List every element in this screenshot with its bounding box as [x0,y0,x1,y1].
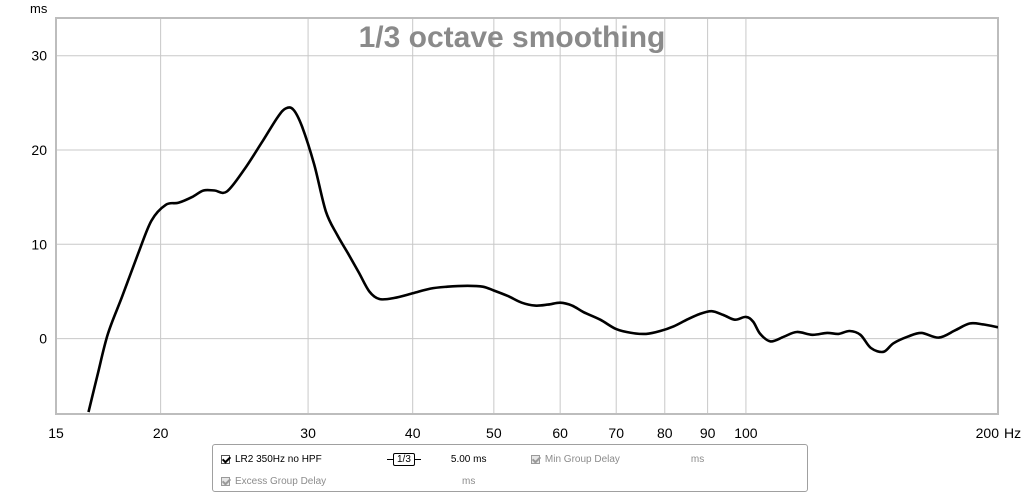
y-tick-label: 10 [31,236,47,252]
x-tick-label: 60 [552,425,568,441]
grid-lines [56,18,998,414]
min-group-delay-unit: ms [690,453,705,465]
legend-row-excess: Excess Group Delay ms [221,473,475,489]
delay-value: 5.00 ms [450,453,487,465]
x-tick-label: 20 [153,425,169,441]
x-tick-label: 80 [657,425,673,441]
y-axis-unit: ms [30,1,48,16]
y-tick-label: 0 [39,331,47,347]
excess-group-delay-checkbox[interactable] [221,476,230,486]
series-line [87,106,998,413]
series-label: LR2 350Hz no HPF [235,453,322,465]
plot-frame [55,17,999,415]
x-tick-label: 50 [486,425,502,441]
x-axis-ticks: 15 20 30 40 50 60 70 80 90 100 200 [48,425,999,441]
series-visibility-checkbox[interactable] [221,454,230,464]
x-axis-unit: Hz [1004,425,1021,441]
x-tick-label: 70 [608,425,624,441]
series-lines [87,106,998,413]
legend-panel: LR2 350Hz no HPF 1/3 5.00 ms Min Group D… [212,444,808,492]
legend-row-series: LR2 350Hz no HPF 1/3 5.00 ms Min Group D… [221,451,704,467]
smoothing-selector[interactable]: 1/3 [387,452,421,466]
x-tick-label: 90 [700,425,716,441]
excess-group-delay-unit: ms [462,475,476,487]
x-tick-label: 40 [405,425,421,441]
x-tick-label: 15 [48,425,64,441]
y-tick-label: 20 [31,142,47,158]
min-group-delay-label: Min Group Delay [544,453,620,465]
min-group-delay-checkbox[interactable] [530,454,540,464]
x-tick-label: 200 [976,425,1000,441]
y-tick-label: 30 [31,48,47,64]
x-tick-label: 30 [300,425,316,441]
chart-title: 1/3 octave smoothing [359,21,666,54]
excess-group-delay-label: Excess Group Delay [235,475,327,487]
y-axis-ticks: 30 20 10 0 [31,48,47,347]
x-tick-label: 100 [734,425,758,441]
